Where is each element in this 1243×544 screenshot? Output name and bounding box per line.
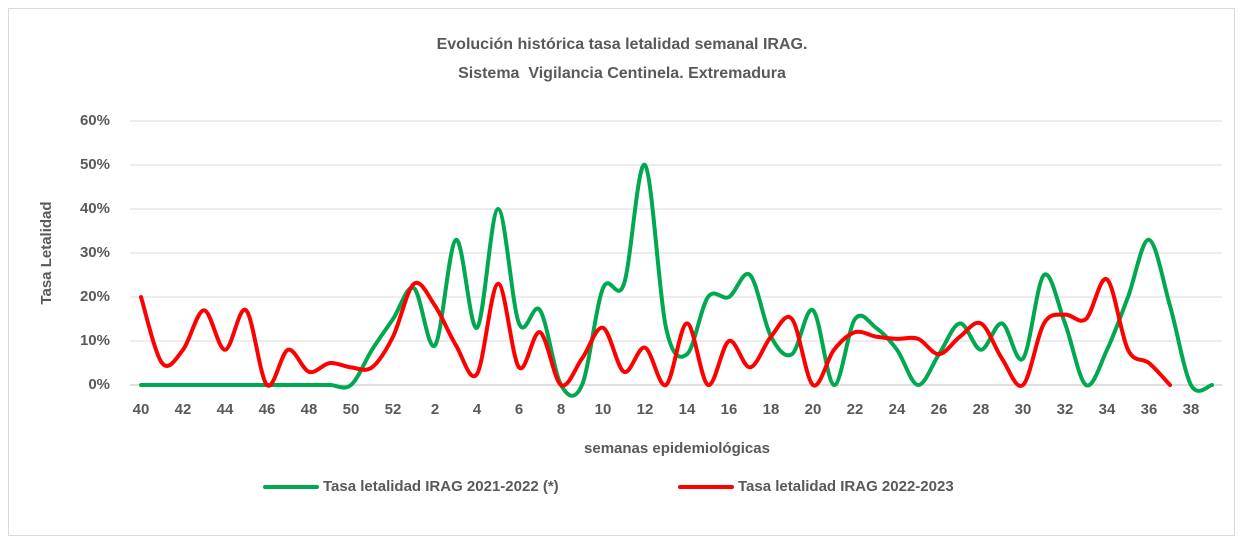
x-tick-label: 20 <box>805 401 822 418</box>
y-tick-label: 0% <box>88 376 110 393</box>
x-tick-label: 50 <box>343 401 360 418</box>
x-tick-label: 44 <box>217 401 234 418</box>
legend-label: Tasa letalidad IRAG 2022-2023 <box>738 478 954 495</box>
y-axis-title: Tasa Letalidad <box>38 201 55 304</box>
chart-border <box>8 8 1235 536</box>
series-line <box>139 277 1172 388</box>
x-tick-label: 36 <box>1141 401 1158 418</box>
x-tick-label: 4 <box>473 401 482 418</box>
x-tick-label: 52 <box>385 401 402 418</box>
x-tick-label: 32 <box>1057 401 1074 418</box>
x-tick-label: 6 <box>515 401 523 418</box>
x-tick-label: 30 <box>1015 401 1032 418</box>
x-tick-label: 26 <box>931 401 948 418</box>
y-tick-label: 60% <box>80 112 110 129</box>
x-tick-label: 46 <box>259 401 276 418</box>
chart-title: Evolución histórica tasa letalidad seman… <box>437 36 808 53</box>
x-tick-label: 18 <box>763 401 780 418</box>
x-tick-label: 34 <box>1099 401 1116 418</box>
y-tick-label: 30% <box>80 244 110 261</box>
y-tick-label: 20% <box>80 288 110 305</box>
y-tick-label: 40% <box>80 200 110 217</box>
x-tick-label: 22 <box>847 401 864 418</box>
x-tick-label: 42 <box>175 401 192 418</box>
x-tick-label: 28 <box>973 401 990 418</box>
legend-label: Tasa letalidad IRAG 2021-2022 (*) <box>323 478 559 495</box>
x-tick-label: 2 <box>431 401 439 418</box>
x-tick-label: 12 <box>637 401 654 418</box>
x-tick-label: 48 <box>301 401 318 418</box>
series-line <box>139 162 1214 398</box>
x-tick-label: 40 <box>133 401 150 418</box>
x-tick-label: 38 <box>1183 401 1200 418</box>
y-tick-label: 50% <box>80 156 110 173</box>
y-tick-label: 10% <box>80 332 110 349</box>
chart-subtitle: Sistema Vigilancia Centinela. Extremadur… <box>458 65 786 82</box>
x-tick-label: 24 <box>889 401 906 418</box>
x-axis-title: semanas epidemiológicas <box>584 440 770 457</box>
x-tick-label: 14 <box>679 401 696 418</box>
x-tick-label: 16 <box>721 401 738 418</box>
x-tick-label: 10 <box>595 401 612 418</box>
x-tick-label: 8 <box>557 401 565 418</box>
